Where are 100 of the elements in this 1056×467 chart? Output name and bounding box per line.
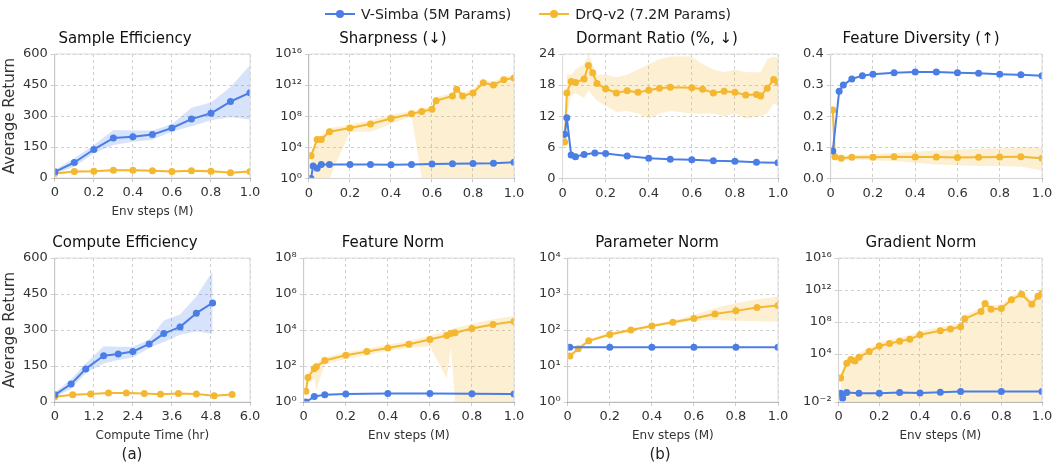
y-tick-label: 10¹² — [275, 76, 302, 92]
y-tick-label: 10¹ — [538, 357, 561, 373]
x-tick-label: 0 — [50, 408, 59, 424]
x-tick-label: 0.6 — [161, 184, 183, 200]
x-tick-label: 1.2 — [83, 408, 105, 424]
y-tick-label: 10¹² — [804, 281, 832, 297]
y-tick-label: 150 — [22, 357, 48, 373]
y-tick-label: 0.0 — [802, 169, 824, 185]
x-tick-label: 0.2 — [339, 184, 361, 200]
y-tick-label: 10⁴ — [274, 321, 297, 337]
y-axis-title: Average Return — [0, 271, 18, 389]
y-tick-label: 0 — [39, 169, 48, 185]
text: (a) — [120, 445, 144, 463]
y-tick-label: 10⁴ — [538, 249, 561, 265]
y-tick-label: 18 — [539, 76, 556, 92]
y-tick-label: 10⁸ — [274, 249, 297, 265]
x-tick-label: 0.8 — [462, 184, 484, 200]
chart-title: Compute Efficiency — [52, 232, 198, 251]
y-tick-label: 6 — [547, 138, 556, 154]
x-tick-label: 0.2 — [862, 184, 884, 200]
y-tick-label: 0.1 — [802, 138, 824, 154]
x-tick-label: 0.8 — [724, 184, 746, 200]
x-tick-label: 6.0 — [239, 408, 261, 424]
x-tick-label: 1.0 — [767, 184, 789, 200]
x-tick-label: 0.2 — [335, 408, 357, 424]
y-tick-label: 10⁸ — [280, 107, 302, 123]
x-tick-label: 0.6 — [419, 408, 441, 424]
y-tick-label: 10² — [538, 321, 561, 337]
y-tick-label: 10⁰ — [538, 393, 561, 409]
y-axis-title: Average Return — [0, 57, 18, 175]
y-tick-label: 300 — [22, 321, 48, 337]
y-tick-label: 10¹⁶ — [804, 249, 832, 265]
x-tick-label: 0 — [563, 408, 572, 424]
y-tick-label: 10⁴ — [280, 138, 302, 154]
chart-title: Parameter Norm — [595, 232, 719, 251]
x-tick-label: 3.6 — [161, 408, 183, 424]
legend-label: DrQ-v2 (7.2M Params) — [575, 6, 731, 22]
x-tick-label: 0.2 — [595, 184, 616, 200]
y-tick-label: 10⁻² — [802, 393, 832, 409]
x-tick-label: 0.2 — [868, 408, 890, 424]
y-tick-label: 10⁶ — [274, 285, 297, 301]
chart-title: Feature Diversity (↑) — [842, 28, 1000, 47]
y-tick-label: 0.2 — [802, 107, 824, 123]
x-tick-label: 0.6 — [421, 184, 443, 200]
x-tick-label: 1.0 — [239, 184, 261, 200]
y-tick-label: 10⁴ — [809, 345, 832, 361]
y-tick-label: 150 — [22, 138, 48, 154]
x-tick-label: 0.4 — [122, 184, 144, 200]
x-tick-label: 0.4 — [380, 184, 402, 200]
x-tick-label: 1.0 — [1031, 184, 1053, 200]
x-tick-label: 0.8 — [989, 184, 1011, 200]
y-tick-label: 12 — [539, 107, 556, 123]
y-tick-label: 10⁰ — [280, 169, 302, 185]
x-tick-label: 1.0 — [767, 408, 789, 424]
x-tick-label: 0.4 — [909, 408, 931, 424]
x-tick-label: 0.2 — [83, 184, 105, 200]
y-tick-label: 450 — [22, 76, 48, 92]
y-tick-label: 10³ — [538, 285, 561, 301]
x-tick-label: 1.0 — [503, 408, 525, 424]
x-tick-label: 4.8 — [200, 408, 222, 424]
y-tick-label: 450 — [22, 285, 48, 301]
y-tick-label: 0.4 — [802, 45, 824, 61]
x-tick-label: 0.2 — [599, 408, 621, 424]
y-tick-label: 0 — [39, 393, 48, 409]
x-axis-title: Env steps (M) — [111, 203, 194, 218]
x-tick-label: 0.8 — [461, 408, 483, 424]
x-tick-label: 0.4 — [638, 184, 660, 200]
x-tick-label: 0 — [834, 408, 843, 424]
x-tick-label: 1.0 — [503, 184, 525, 200]
x-tick-label: 0.8 — [200, 184, 222, 200]
y-tick-label: 600 — [22, 249, 48, 265]
x-tick-label: 2.4 — [122, 408, 144, 424]
x-tick-label: 0 — [304, 184, 314, 200]
y-tick-label: 0.3 — [802, 76, 824, 92]
x-tick-label: 0 — [50, 184, 59, 200]
y-tick-label: 24 — [539, 45, 556, 61]
y-tick-label: 10⁸ — [809, 313, 832, 329]
y-tick-label: 10¹⁶ — [275, 45, 302, 61]
chart-title: Gradient Norm — [865, 232, 977, 251]
x-tick-label: 0.6 — [681, 184, 703, 200]
chart-title: Feature Norm — [341, 232, 445, 251]
chart-title: Dormant Ratio (%, ↓) — [576, 28, 738, 47]
x-tick-label: 1.0 — [1031, 408, 1053, 424]
x-axis-title: Compute Time (hr) — [95, 427, 210, 442]
legend-label: V-Simba (5M Params) — [361, 6, 512, 22]
y-tick-label: 300 — [22, 107, 48, 123]
x-tick-label: 0.6 — [947, 184, 968, 200]
x-tick-label: 0.6 — [950, 408, 971, 424]
y-tick-label: 10² — [274, 357, 297, 373]
chart-title: Sample Efficiency — [58, 28, 192, 47]
x-tick-label: 0.4 — [641, 408, 663, 424]
x-tick-label: 0.8 — [725, 408, 747, 424]
x-axis-title: Env steps (M) — [899, 427, 982, 442]
x-tick-label: 0.4 — [377, 408, 399, 424]
x-tick-label: 0.6 — [683, 408, 705, 424]
text: (b) — [648, 445, 672, 463]
y-tick-label: 10⁰ — [274, 393, 297, 409]
y-tick-label: 600 — [22, 45, 48, 61]
y-tick-label: 0 — [547, 169, 556, 185]
x-axis-title: Env steps (M) — [631, 427, 714, 442]
